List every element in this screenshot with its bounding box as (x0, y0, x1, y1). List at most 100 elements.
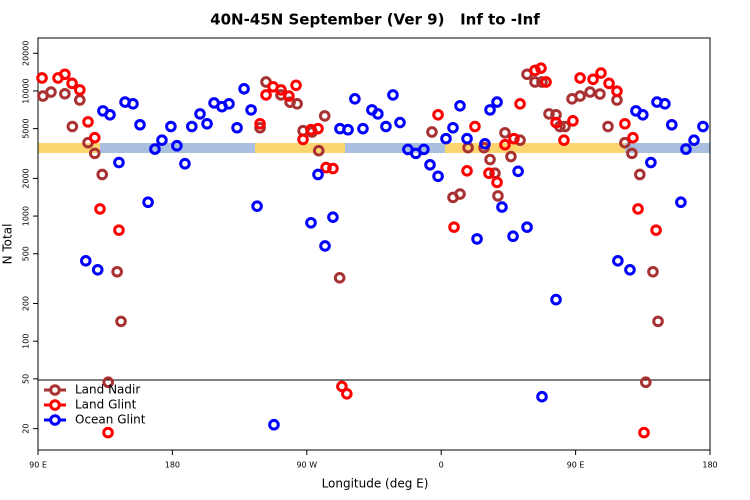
point (82, 116, 94, 128)
point (59, 68, 71, 81)
point (665, 118, 678, 131)
point (529, 76, 541, 88)
point (512, 165, 524, 178)
point (96, 168, 109, 181)
y-tick-label: 2000 (22, 168, 31, 188)
point (418, 143, 430, 156)
x-axis-label: Longitude (deg E) (322, 477, 429, 491)
point (59, 87, 71, 100)
point (484, 104, 496, 116)
point (127, 98, 139, 110)
point (508, 132, 520, 145)
point (254, 121, 266, 134)
point (357, 122, 369, 135)
point (424, 158, 436, 171)
point (260, 89, 272, 101)
point (104, 108, 116, 121)
point (94, 203, 106, 215)
y-tick-label: 50 (22, 374, 31, 384)
point (499, 138, 511, 151)
legend-marker (49, 384, 61, 396)
point (454, 99, 466, 112)
point (349, 93, 361, 105)
x-tick-label: 90 E (29, 461, 47, 470)
point (536, 390, 548, 403)
point (45, 86, 57, 98)
point (111, 265, 123, 278)
point (491, 176, 503, 189)
point (156, 134, 168, 147)
point (115, 315, 127, 328)
point (318, 110, 331, 122)
point (432, 108, 444, 121)
point (312, 144, 325, 157)
point (102, 376, 114, 389)
point (333, 272, 346, 284)
point (194, 108, 206, 120)
legend-label: Ocean Glint (75, 413, 146, 427)
point (536, 76, 548, 88)
point (149, 143, 161, 155)
point (426, 126, 438, 138)
point (142, 196, 154, 209)
point (327, 211, 339, 223)
x-tick-label: 90 W (296, 461, 317, 470)
point (440, 132, 452, 145)
point (499, 126, 511, 139)
y-tick-label: 1000 (22, 206, 31, 226)
point (113, 156, 125, 169)
point (88, 147, 101, 160)
point (319, 240, 331, 252)
point (567, 115, 579, 127)
point (305, 216, 317, 229)
point (594, 88, 606, 100)
point (387, 89, 399, 101)
point (652, 315, 664, 328)
point (595, 67, 607, 79)
point (540, 76, 552, 88)
legend-label: Land Glint (75, 398, 137, 412)
point (624, 264, 636, 276)
x-tick-label: 180 (165, 461, 180, 470)
point (231, 121, 243, 134)
land-segment (445, 143, 625, 153)
point (574, 90, 586, 102)
point (505, 150, 517, 163)
point (603, 77, 615, 90)
point (688, 134, 700, 147)
point (574, 72, 586, 84)
legend-marker (49, 399, 61, 411)
point (297, 133, 309, 146)
point (179, 157, 191, 170)
ocean-segment (100, 143, 255, 153)
point (550, 116, 562, 129)
point (238, 83, 250, 95)
land-segment (255, 143, 345, 153)
x-tick-label: 0 (439, 461, 444, 470)
point (448, 221, 460, 233)
point (223, 98, 235, 110)
point (36, 72, 48, 84)
point (697, 120, 709, 133)
point (268, 418, 280, 431)
x-tick-label: 90 E (567, 461, 585, 470)
point (74, 84, 86, 96)
point (312, 122, 324, 135)
point (165, 120, 177, 133)
point (394, 116, 406, 129)
point (639, 376, 652, 389)
y-tick-label: 10000 (22, 78, 31, 103)
point (471, 233, 483, 245)
point (283, 90, 295, 102)
point (550, 293, 562, 306)
point (507, 230, 519, 243)
point (454, 188, 466, 200)
point (469, 120, 481, 133)
y-tick-label: 500 (22, 246, 31, 261)
point (680, 143, 692, 155)
point (645, 156, 657, 169)
point (627, 131, 639, 144)
point (341, 387, 353, 400)
point (291, 98, 303, 110)
